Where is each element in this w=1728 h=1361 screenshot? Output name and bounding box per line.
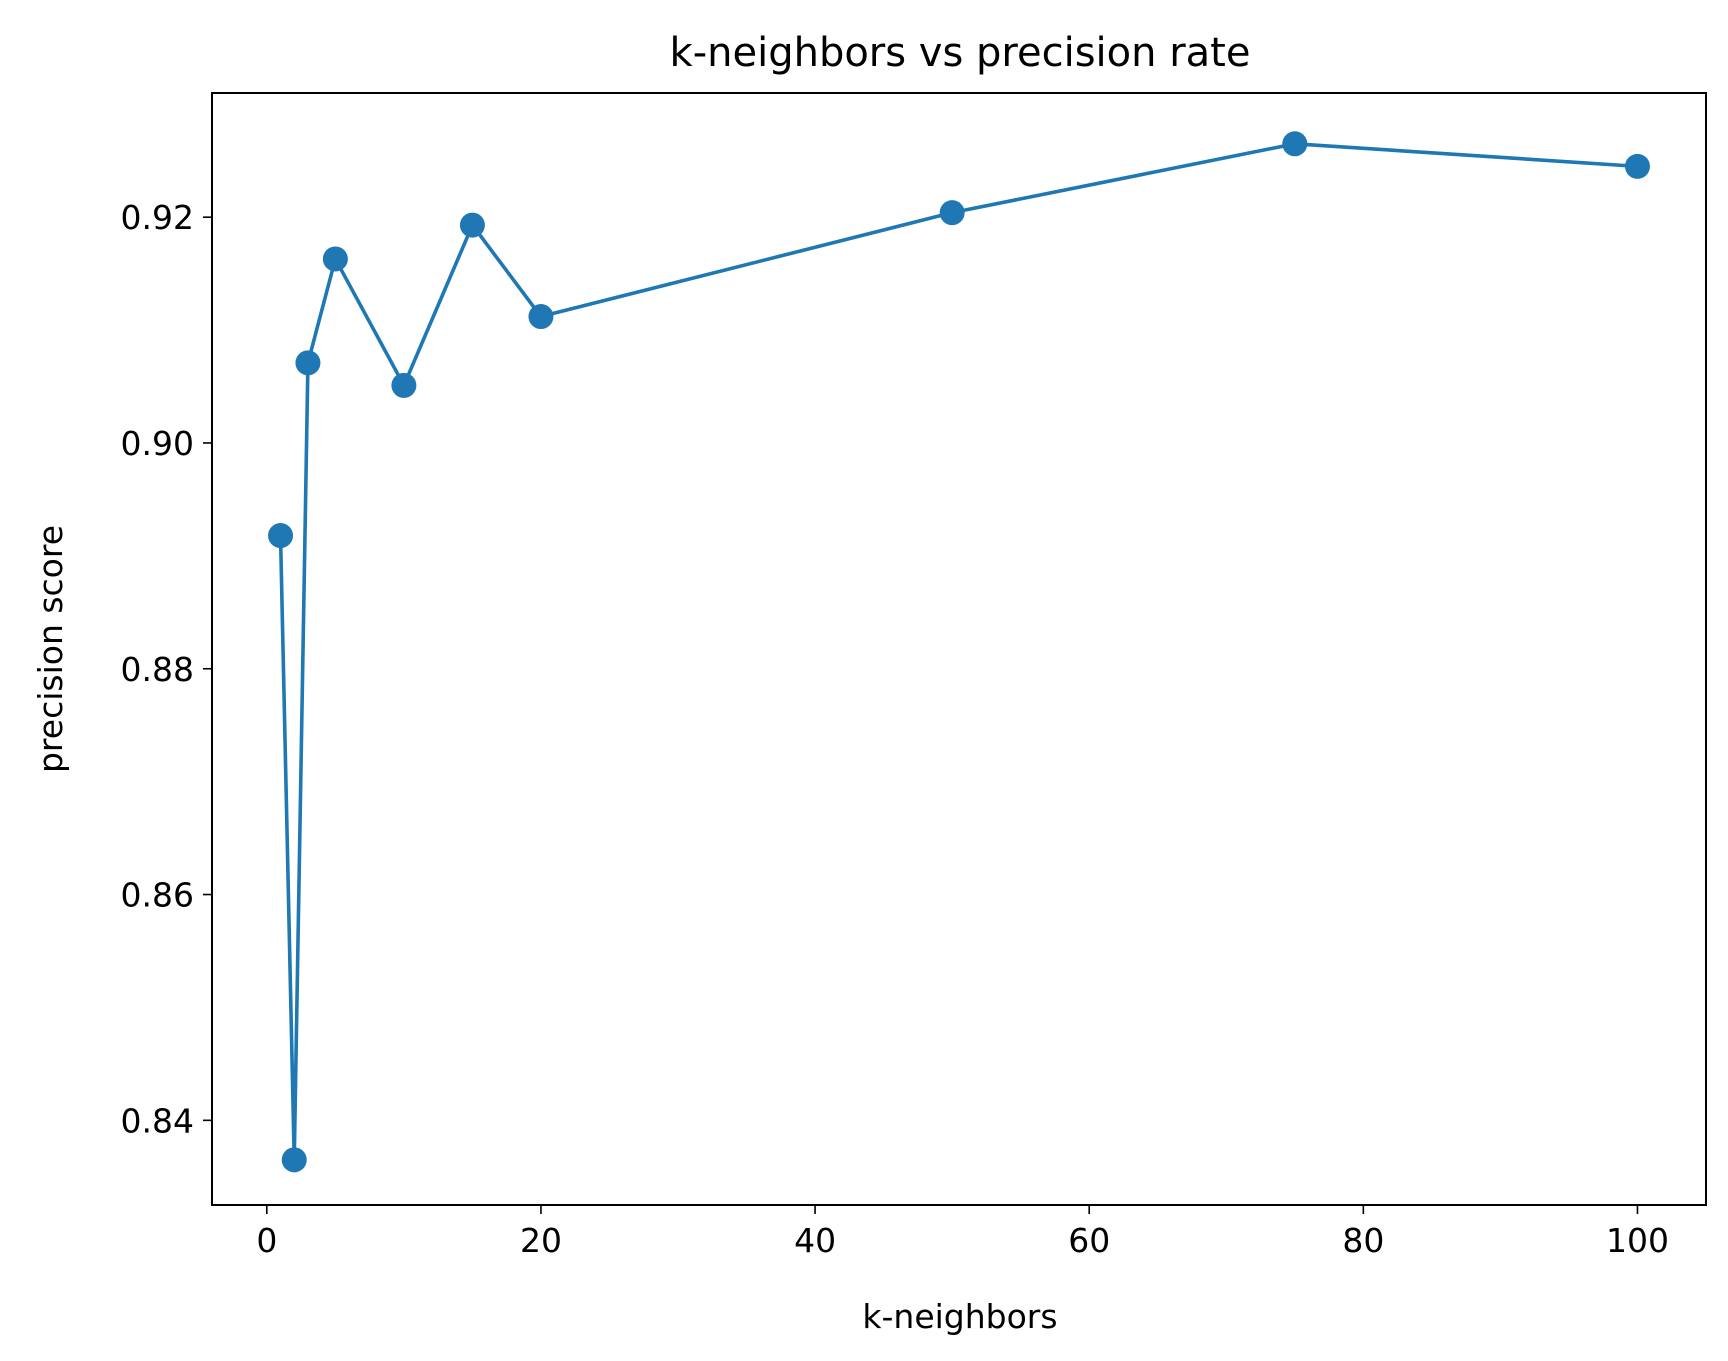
data-point [322,246,348,272]
data-point [528,304,554,330]
y-axis-label: precision score [31,525,70,773]
y-tick-label: 0.84 [121,1101,194,1140]
data-point [1624,153,1650,179]
x-tick-label: 60 [1068,1221,1110,1260]
x-tick-label: 0 [256,1221,277,1260]
x-tick-label: 20 [520,1221,562,1260]
y-tick-label: 0.88 [121,650,194,689]
data-point [391,372,417,398]
y-tick-label: 0.92 [121,198,194,237]
y-tick-label: 0.86 [121,876,194,915]
data-point [459,212,485,238]
x-axis-label: k-neighbors [862,1297,1057,1336]
data-point [1282,131,1308,157]
y-tick-label: 0.90 [121,424,194,463]
data-point [268,523,294,549]
plot-frame [211,92,1707,1206]
x-tick-label: 100 [1606,1221,1669,1260]
axis-ticks: 0 20 40 60 80 100 0.84 0.86 0.88 0.90 0.92 [121,198,1669,1260]
data-series [268,131,1650,1173]
x-tick-label: 80 [1342,1221,1384,1260]
data-point [295,350,321,376]
data-point [281,1147,307,1173]
chart-title: k-neighbors vs precision rate [670,30,1251,76]
x-tick-label: 40 [794,1221,836,1260]
data-point [939,200,965,226]
series-line [278,142,1640,1162]
